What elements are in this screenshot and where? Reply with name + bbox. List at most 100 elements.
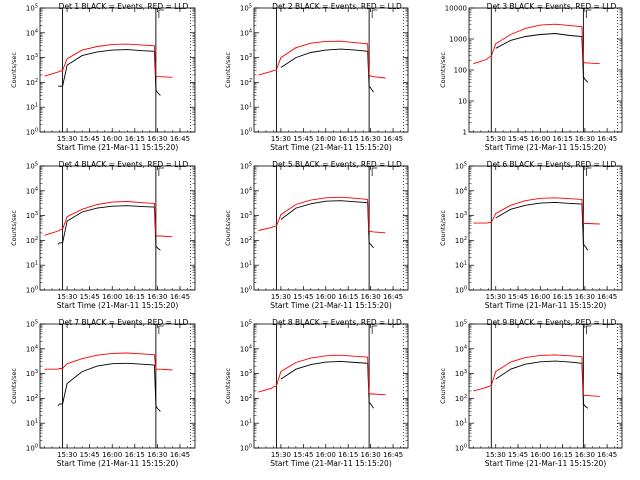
x-tick-label: 16:30 (361, 135, 381, 143)
x-axis-label: Start Time (21-Mar-11 15:15:20) (485, 301, 607, 310)
x-tick-label: 16:15 (125, 293, 145, 301)
plot-frame (468, 7, 623, 133)
events-series-line (280, 48, 374, 93)
lld-series-line (44, 201, 173, 238)
y-tick-label: 100 (455, 444, 467, 453)
x-tick-label: 15:30 (486, 451, 506, 459)
y-tick-label: 101 (240, 261, 252, 270)
lld-series-line (44, 352, 173, 371)
x-axis-label: Start Time (21-Mar-11 15:15:20) (57, 459, 179, 468)
y-tick-label: 100 (26, 128, 38, 137)
y-tick-label: 1000 (449, 36, 467, 44)
x-tick-label: 15:30 (57, 293, 77, 301)
panel-3: Det 3 BLACK = Events, RED = LLD 1 10 100 100… (439, 2, 623, 152)
y-tick-label: 101 (26, 261, 38, 270)
x-tick-label: 16:30 (575, 451, 595, 459)
x-tick-label: 16:15 (552, 135, 572, 143)
x-tick-label: 16:00 (316, 135, 336, 143)
x-axis-label: Start Time (21-Mar-11 15:15:20) (57, 301, 179, 310)
panel-1: Det 1 BLACK = Events, RED = LLD 100 101 102… (10, 2, 196, 152)
x-tick-label: 16:00 (530, 135, 550, 143)
y-tick-label: 101 (240, 103, 252, 112)
events-series-line (280, 200, 374, 249)
events-series-line (57, 362, 161, 412)
x-tick-label: 16:45 (383, 135, 403, 143)
x-axis-label: Start Time (21-Mar-11 15:15:20) (57, 143, 179, 152)
lld-series-line (258, 196, 386, 234)
y-tick-label: 104 (240, 28, 252, 37)
lld-series-line (473, 197, 600, 225)
plot-frame (39, 323, 196, 449)
x-tick-label: 15:45 (80, 293, 100, 301)
x-tick-label: 16:45 (597, 135, 617, 143)
y-tick-label: 103 (455, 369, 467, 378)
lld-series-line (473, 23, 600, 65)
x-tick-label: 16:15 (552, 293, 572, 301)
y-tick-label: 101 (26, 419, 38, 428)
x-tick-label: 16:45 (597, 451, 617, 459)
panel-7: Det 7 BLACK = Events, RED = LLD 100 101 102… (10, 318, 196, 468)
y-tick-label: 102 (240, 394, 252, 403)
y-tick-label: 100 (240, 286, 252, 295)
x-tick-label: 16:30 (147, 451, 167, 459)
y-tick-label: 102 (455, 394, 467, 403)
plot-frame (253, 165, 409, 291)
y-tick-label: 102 (26, 78, 38, 87)
x-tick-label: 16:45 (383, 293, 403, 301)
y-tick-label: 10 (458, 98, 467, 106)
x-tick-label: 16:30 (147, 293, 167, 301)
x-tick-label: 15:45 (293, 451, 313, 459)
x-tick-label: 16:30 (575, 293, 595, 301)
y-tick-label: 103 (240, 211, 252, 220)
x-tick-label: 15:45 (293, 293, 313, 301)
events-series-line (57, 205, 161, 251)
x-tick-label: 16:30 (361, 451, 381, 459)
y-tick-label: 104 (26, 28, 38, 37)
events-series-line (495, 201, 589, 251)
y-tick-label: 102 (26, 236, 38, 245)
y-axis-label: Counts/sec (224, 52, 232, 88)
x-tick-label: 16:00 (316, 293, 336, 301)
panel-title: Det 4 BLACK = Events, RED = LLD (59, 160, 189, 169)
plot-frame (253, 7, 409, 133)
y-tick-label: 100 (240, 444, 252, 453)
x-tick-label: 15:45 (508, 451, 528, 459)
plot-frame (468, 323, 623, 449)
panel-title: Det 2 BLACK = Events, RED = LLD (272, 2, 402, 11)
y-tick-label: 10000 (445, 5, 467, 13)
x-axis-label: Start Time (21-Mar-11 15:15:20) (485, 143, 607, 152)
y-tick-label: 102 (26, 394, 38, 403)
x-tick-label: 16:00 (530, 293, 550, 301)
panel-title: Det 9 BLACK = Events, RED = LLD (487, 318, 617, 327)
x-tick-label: 16:45 (170, 135, 190, 143)
lld-series-line (258, 354, 386, 396)
y-axis-label: Counts/sec (224, 368, 232, 404)
x-tick-label: 15:30 (271, 451, 291, 459)
y-tick-label: 103 (240, 369, 252, 378)
lld-series-line (258, 40, 386, 79)
y-tick-label: 100 (454, 67, 467, 75)
x-tick-label: 16:30 (575, 135, 595, 143)
x-axis-label: Start Time (21-Mar-11 15:15:20) (485, 459, 607, 468)
x-tick-label: 16:45 (170, 451, 190, 459)
y-tick-label: 103 (240, 53, 252, 62)
x-tick-label: 15:30 (271, 293, 291, 301)
x-tick-label: 16:15 (125, 135, 145, 143)
panel-title: Det 1 BLACK = Events, RED = LLD (59, 2, 189, 11)
y-tick-label: 105 (26, 4, 38, 13)
x-tick-label: 16:15 (338, 293, 358, 301)
plot-frame (253, 323, 409, 449)
y-axis-label: Counts/sec (439, 368, 447, 404)
y-tick-label: 105 (455, 162, 467, 171)
y-axis-label: Counts/sec (10, 52, 18, 88)
x-tick-label: 16:15 (338, 135, 358, 143)
y-tick-label: 100 (26, 444, 38, 453)
events-series-line (495, 360, 589, 409)
y-tick-label: 104 (240, 186, 252, 195)
x-tick-label: 16:00 (316, 451, 336, 459)
x-axis-label: Start Time (21-Mar-11 15:15:20) (270, 143, 392, 152)
y-tick-label: 104 (240, 344, 252, 353)
x-tick-label: 16:30 (361, 293, 381, 301)
panel-5: Det 5 BLACK = Events, RED = LLD 100 101 102… (224, 160, 409, 310)
y-tick-label: 105 (26, 320, 38, 329)
